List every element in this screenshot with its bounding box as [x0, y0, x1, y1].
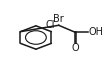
Text: O: O: [71, 43, 79, 53]
Text: OH: OH: [88, 27, 103, 37]
Text: Br: Br: [53, 14, 64, 24]
Text: Cl: Cl: [46, 20, 55, 30]
